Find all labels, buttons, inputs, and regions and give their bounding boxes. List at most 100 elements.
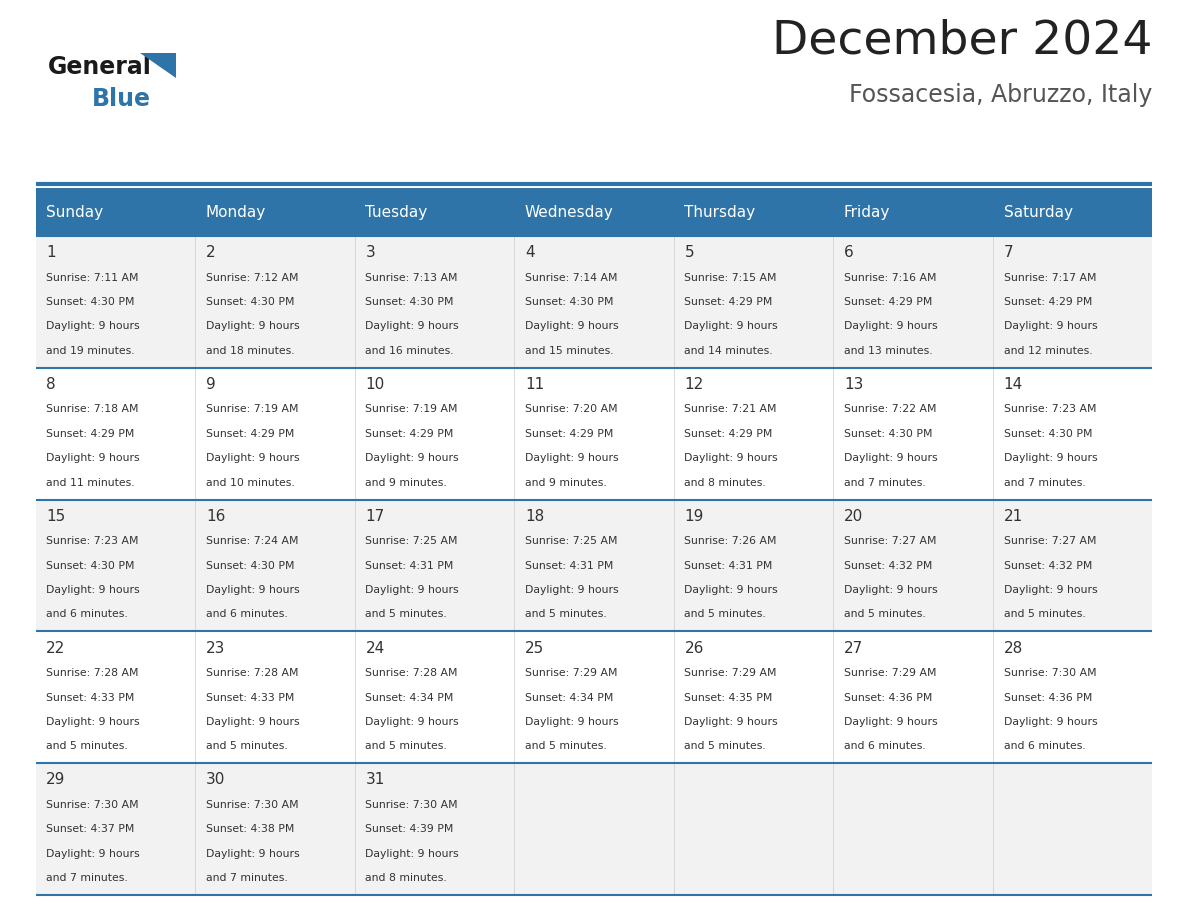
Text: 10: 10: [366, 377, 385, 392]
Text: Sunrise: 7:28 AM: Sunrise: 7:28 AM: [46, 668, 139, 678]
Text: Sunset: 4:29 PM: Sunset: 4:29 PM: [684, 429, 773, 439]
Text: Daylight: 9 hours: Daylight: 9 hours: [525, 453, 619, 464]
Text: Sunset: 4:33 PM: Sunset: 4:33 PM: [206, 692, 295, 702]
Bar: [833, 368, 993, 499]
Text: 18: 18: [525, 509, 544, 524]
Text: and 18 minutes.: and 18 minutes.: [206, 346, 295, 356]
Bar: [195, 632, 355, 763]
Bar: [833, 188, 993, 236]
Bar: [355, 763, 514, 895]
Text: Daylight: 9 hours: Daylight: 9 hours: [843, 453, 937, 464]
Text: Tuesday: Tuesday: [366, 205, 428, 219]
Text: Daylight: 9 hours: Daylight: 9 hours: [1004, 717, 1098, 727]
Text: Sunrise: 7:19 AM: Sunrise: 7:19 AM: [206, 405, 298, 414]
Text: Daylight: 9 hours: Daylight: 9 hours: [46, 849, 140, 858]
Bar: [514, 632, 674, 763]
Text: Wednesday: Wednesday: [525, 205, 614, 219]
Text: 25: 25: [525, 641, 544, 655]
Text: Sunset: 4:31 PM: Sunset: 4:31 PM: [684, 561, 773, 571]
Bar: [355, 632, 514, 763]
Bar: [833, 499, 993, 632]
Text: Sunset: 4:36 PM: Sunset: 4:36 PM: [1004, 692, 1092, 702]
Text: Daylight: 9 hours: Daylight: 9 hours: [46, 717, 140, 727]
Text: 24: 24: [366, 641, 385, 655]
Text: Blue: Blue: [91, 87, 151, 111]
Bar: [514, 368, 674, 499]
Text: Sunset: 4:31 PM: Sunset: 4:31 PM: [525, 561, 613, 571]
Text: and 9 minutes.: and 9 minutes.: [366, 477, 447, 487]
Text: 12: 12: [684, 377, 703, 392]
Bar: [993, 763, 1152, 895]
Text: Sunset: 4:31 PM: Sunset: 4:31 PM: [366, 561, 454, 571]
Text: 13: 13: [843, 377, 864, 392]
Text: Sunset: 4:30 PM: Sunset: 4:30 PM: [366, 297, 454, 307]
Text: Daylight: 9 hours: Daylight: 9 hours: [46, 453, 140, 464]
Text: and 10 minutes.: and 10 minutes.: [206, 477, 295, 487]
Text: Monday: Monday: [206, 205, 266, 219]
Bar: [674, 499, 833, 632]
Text: and 6 minutes.: and 6 minutes.: [843, 741, 925, 751]
Text: Daylight: 9 hours: Daylight: 9 hours: [206, 849, 299, 858]
Text: Sunset: 4:32 PM: Sunset: 4:32 PM: [1004, 561, 1092, 571]
Bar: [514, 236, 674, 368]
Text: and 11 minutes.: and 11 minutes.: [46, 477, 135, 487]
Text: 7: 7: [1004, 245, 1013, 260]
Text: and 14 minutes.: and 14 minutes.: [684, 346, 773, 356]
Text: and 5 minutes.: and 5 minutes.: [684, 610, 766, 620]
Text: 4: 4: [525, 245, 535, 260]
Text: Sunrise: 7:25 AM: Sunrise: 7:25 AM: [525, 536, 618, 546]
Text: Daylight: 9 hours: Daylight: 9 hours: [366, 717, 459, 727]
Bar: [36, 499, 195, 632]
Text: Sunrise: 7:30 AM: Sunrise: 7:30 AM: [206, 800, 298, 810]
Text: Daylight: 9 hours: Daylight: 9 hours: [206, 453, 299, 464]
Text: 21: 21: [1004, 509, 1023, 524]
Bar: [195, 188, 355, 236]
Bar: [674, 188, 833, 236]
Text: Sunset: 4:33 PM: Sunset: 4:33 PM: [46, 692, 134, 702]
Bar: [36, 368, 195, 499]
Bar: [833, 236, 993, 368]
Text: Sunrise: 7:11 AM: Sunrise: 7:11 AM: [46, 273, 139, 283]
Text: Sunrise: 7:22 AM: Sunrise: 7:22 AM: [843, 405, 936, 414]
Text: and 5 minutes.: and 5 minutes.: [46, 741, 128, 751]
Bar: [993, 368, 1152, 499]
Bar: [674, 236, 833, 368]
Text: Sunset: 4:29 PM: Sunset: 4:29 PM: [366, 429, 454, 439]
Bar: [355, 499, 514, 632]
Text: Sunrise: 7:23 AM: Sunrise: 7:23 AM: [1004, 405, 1097, 414]
Text: and 5 minutes.: and 5 minutes.: [366, 741, 447, 751]
Text: 30: 30: [206, 772, 226, 788]
Text: and 6 minutes.: and 6 minutes.: [1004, 741, 1086, 751]
Bar: [355, 236, 514, 368]
Text: 1: 1: [46, 245, 56, 260]
Bar: [833, 632, 993, 763]
Text: and 5 minutes.: and 5 minutes.: [525, 610, 607, 620]
Text: Sunset: 4:35 PM: Sunset: 4:35 PM: [684, 692, 773, 702]
Text: and 5 minutes.: and 5 minutes.: [684, 741, 766, 751]
Text: Sunset: 4:39 PM: Sunset: 4:39 PM: [366, 824, 454, 834]
Text: Daylight: 9 hours: Daylight: 9 hours: [684, 585, 778, 595]
Text: General: General: [48, 55, 151, 79]
Text: Sunrise: 7:19 AM: Sunrise: 7:19 AM: [366, 405, 457, 414]
Text: 31: 31: [366, 772, 385, 788]
Text: Sunset: 4:29 PM: Sunset: 4:29 PM: [46, 429, 134, 439]
Bar: [993, 499, 1152, 632]
Bar: [36, 632, 195, 763]
Bar: [993, 236, 1152, 368]
Text: Daylight: 9 hours: Daylight: 9 hours: [46, 585, 140, 595]
Text: Sunrise: 7:13 AM: Sunrise: 7:13 AM: [366, 273, 457, 283]
Text: 6: 6: [843, 245, 854, 260]
Text: Sunset: 4:36 PM: Sunset: 4:36 PM: [843, 692, 933, 702]
Text: and 13 minutes.: and 13 minutes.: [843, 346, 933, 356]
Text: Sunset: 4:30 PM: Sunset: 4:30 PM: [46, 561, 134, 571]
Bar: [674, 368, 833, 499]
Bar: [355, 188, 514, 236]
Text: and 5 minutes.: and 5 minutes.: [366, 610, 447, 620]
Text: December 2024: December 2024: [772, 18, 1152, 63]
Text: and 9 minutes.: and 9 minutes.: [525, 477, 607, 487]
Text: Sunrise: 7:28 AM: Sunrise: 7:28 AM: [206, 668, 298, 678]
Text: Sunrise: 7:27 AM: Sunrise: 7:27 AM: [1004, 536, 1097, 546]
Text: Daylight: 9 hours: Daylight: 9 hours: [1004, 585, 1098, 595]
Text: and 7 minutes.: and 7 minutes.: [206, 873, 287, 883]
Bar: [195, 763, 355, 895]
